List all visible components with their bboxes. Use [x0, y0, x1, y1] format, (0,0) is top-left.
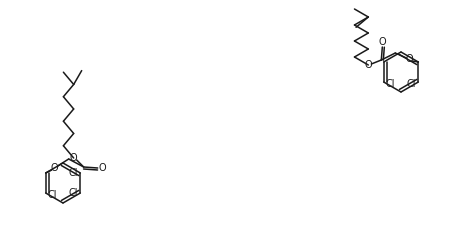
Text: O: O [99, 163, 106, 173]
Text: O: O [405, 54, 413, 64]
Text: O: O [51, 163, 58, 173]
Text: Cl: Cl [386, 79, 395, 89]
Text: Cl: Cl [48, 190, 57, 200]
Text: O: O [365, 60, 372, 70]
Text: Cl: Cl [69, 188, 78, 198]
Text: O: O [378, 37, 386, 47]
Text: Cl: Cl [69, 168, 78, 178]
Text: O: O [70, 153, 78, 163]
Text: Cl: Cl [407, 79, 416, 89]
